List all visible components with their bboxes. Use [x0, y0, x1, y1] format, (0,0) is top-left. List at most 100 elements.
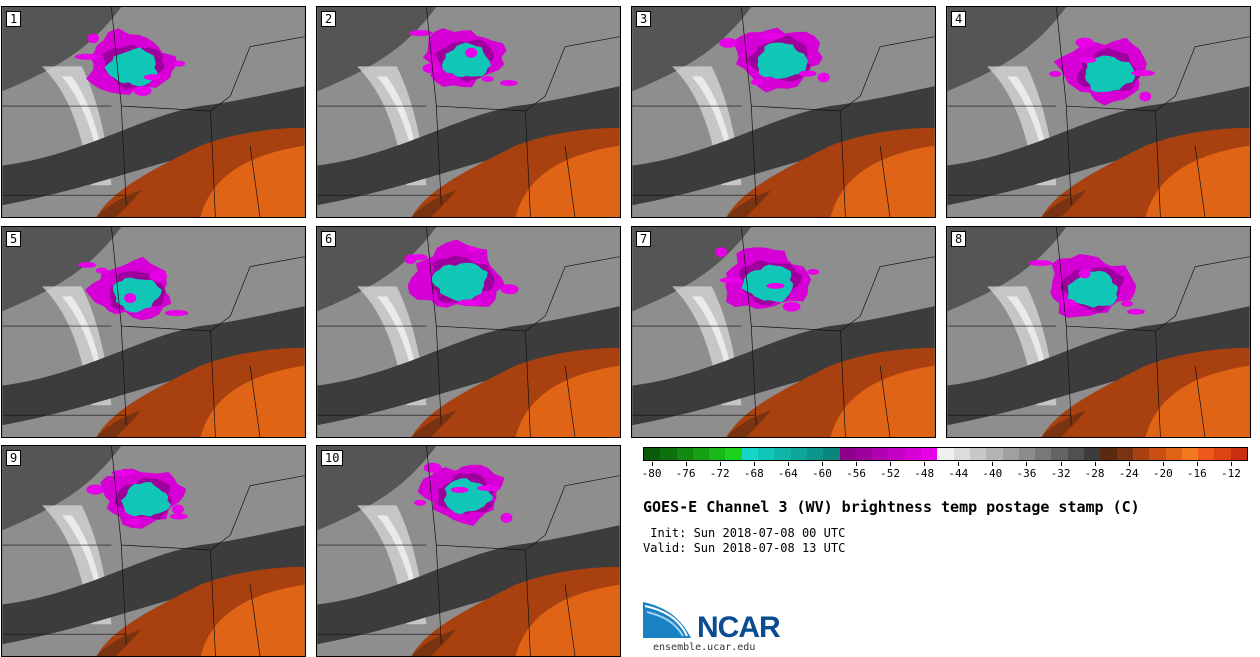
warm-region-core — [200, 365, 305, 437]
state-boundary — [1194, 365, 1206, 437]
member-label: 6 — [321, 231, 337, 247]
water-vapor-map — [632, 7, 935, 217]
convective-fragment — [1049, 70, 1062, 77]
member-label: 2 — [321, 11, 337, 27]
colorbar-segment — [823, 448, 840, 460]
colorbar-tick — [1230, 462, 1232, 466]
warm-region-edge — [726, 190, 772, 217]
state-boundary — [564, 145, 576, 217]
colorbar-tick — [651, 462, 653, 466]
convective-fragment — [798, 70, 817, 77]
state-boundary — [229, 36, 305, 97]
dry-slot — [2, 86, 305, 206]
colorbar-segment — [644, 448, 661, 460]
convective-fragment — [143, 74, 162, 81]
colorbar-segment — [855, 448, 873, 460]
state-boundary — [1155, 330, 1161, 437]
state-boundary — [1066, 95, 1176, 112]
colorbar-tick — [753, 462, 755, 466]
colorbar-tick-label: -64 — [777, 467, 798, 480]
water-vapor-map — [947, 7, 1250, 217]
dry-slot — [2, 525, 305, 645]
colorbar-segment — [1084, 448, 1101, 460]
state-boundary — [210, 330, 216, 437]
colorbar-segment — [1181, 448, 1199, 460]
member-label: 10 — [321, 450, 344, 466]
convective-fragment — [1131, 70, 1156, 77]
convective-fragment — [1028, 260, 1053, 267]
water-vapor-map — [2, 7, 305, 217]
state-boundary — [229, 475, 305, 536]
dry-slot — [632, 306, 935, 426]
convective-fragment — [481, 75, 494, 82]
state-boundary — [564, 365, 576, 437]
water-vapor-map — [2, 446, 305, 656]
colorbar-tick-label: -56 — [846, 467, 866, 480]
convective-fragment — [750, 79, 763, 86]
colorbar-segment — [692, 448, 710, 460]
convective-fragment — [149, 270, 168, 281]
state-boundary — [859, 36, 935, 97]
colorbar-tick-label: -60 — [812, 467, 832, 480]
ensemble-member-panel: 9 — [1, 445, 306, 657]
state-boundary — [249, 584, 261, 656]
water-vapor-map — [632, 227, 935, 437]
dry-band-nw — [317, 446, 437, 531]
dry-band-nw — [947, 7, 1067, 92]
warm-region-edge — [411, 190, 457, 217]
member-label: 7 — [636, 231, 652, 247]
member-label: 4 — [951, 11, 967, 27]
state-boundary — [111, 446, 127, 645]
convective-fragment — [124, 293, 137, 304]
colorbar-segment — [741, 448, 759, 460]
convective-fragment — [719, 277, 744, 284]
ensemble-member-panel: 10 — [316, 445, 621, 657]
colorbar-segment — [986, 448, 1003, 460]
state-boundary — [210, 110, 216, 217]
colorbar-tick-label: -28 — [1084, 467, 1105, 480]
water-vapor-map — [2, 227, 305, 437]
ensemble-member-panel: 5 — [1, 226, 306, 438]
dry-band-nw — [632, 7, 752, 92]
water-vapor-map — [947, 227, 1250, 437]
convective-fragment — [500, 284, 519, 295]
colorbar-tick-label: -20 — [1152, 467, 1173, 480]
state-boundary — [859, 256, 935, 317]
colorbar-segment — [1002, 448, 1019, 460]
state-boundary — [121, 315, 231, 332]
convective-fragment — [465, 246, 478, 253]
colorbar-segment — [790, 448, 807, 460]
warm-region-edge — [1041, 410, 1087, 437]
colorbar-segment — [1067, 448, 1085, 460]
convective-fragment — [95, 267, 108, 274]
colorbar-tick — [821, 462, 823, 466]
state-boundary — [751, 315, 861, 332]
ensemble-member-panel: 8 — [946, 226, 1251, 438]
colorbar-tick — [890, 462, 892, 466]
ncar-logo-icon — [643, 602, 691, 638]
colorbar-tick-label: -72 — [709, 467, 730, 480]
colorbar — [643, 447, 1248, 461]
state-boundary — [544, 256, 620, 317]
colorbar-segment — [904, 448, 922, 460]
colorbar-tick-label: -12 — [1221, 467, 1241, 480]
state-boundary — [525, 549, 531, 656]
cold-cloud-core — [757, 42, 808, 79]
warm-region-edge — [96, 629, 142, 656]
warm-region-core — [1145, 145, 1250, 217]
ensemble-member-panel: 2 — [316, 6, 621, 218]
state-boundary — [525, 110, 531, 217]
ensemble-member-panel: 4 — [946, 6, 1251, 218]
convective-fragment — [422, 63, 441, 74]
colorbar-tick — [1060, 462, 1062, 466]
warm-region-core — [830, 145, 935, 217]
dry-slot — [947, 306, 1250, 426]
convective-fragment — [766, 282, 785, 289]
colorbar-tick — [787, 462, 789, 466]
warm-region-edge — [96, 410, 142, 437]
convective-fragment — [87, 33, 100, 44]
state-boundary — [249, 145, 261, 217]
ensemble-member-panel: 7 — [631, 226, 936, 438]
warm-region-core — [515, 365, 620, 437]
dry-slot — [947, 86, 1250, 206]
